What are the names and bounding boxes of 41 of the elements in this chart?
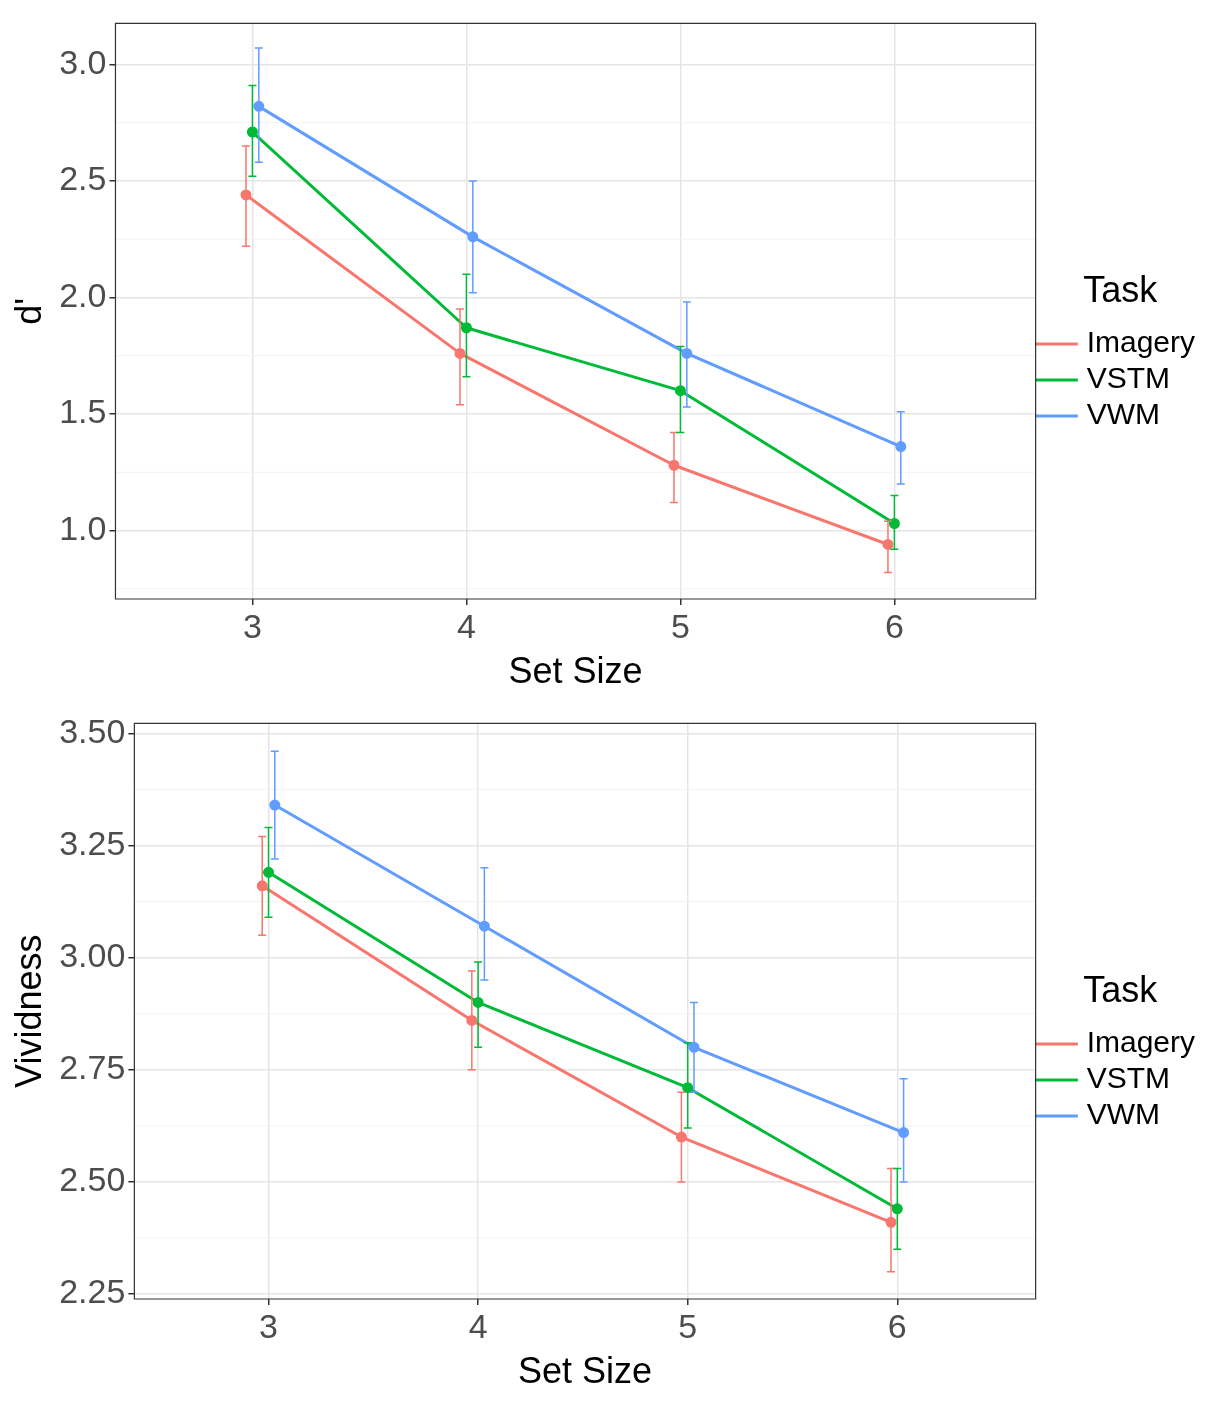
point <box>888 518 900 529</box>
x-tick-label: 3 <box>242 606 262 645</box>
x-tick-label: 3 <box>259 1306 278 1345</box>
x-tick-label: 4 <box>468 1306 488 1345</box>
y-axis-title: d' <box>7 297 49 325</box>
point <box>246 126 258 138</box>
point <box>478 920 490 932</box>
legend-title: Task <box>1083 968 1159 1010</box>
point <box>898 1127 910 1139</box>
y-tick-label: 2.75 <box>59 1048 126 1087</box>
point <box>891 1203 903 1215</box>
y-tick-label: 2.25 <box>59 1272 126 1311</box>
y-axis-title: Vividness <box>7 934 49 1088</box>
legend-label: Imagery <box>1086 325 1196 359</box>
y-tick-label: 1.5 <box>59 392 107 431</box>
x-axis-title: Set Size <box>508 650 643 692</box>
x-tick-label: 5 <box>678 1306 698 1345</box>
point <box>675 1131 687 1143</box>
legend-label: VSTM <box>1086 1061 1170 1095</box>
y-tick-label: 3.25 <box>59 823 126 862</box>
y-tick-label: 2.0 <box>59 275 107 314</box>
y-tick-label: 2.5 <box>59 159 107 198</box>
x-tick-label: 6 <box>887 1306 907 1345</box>
y-tick-label: 2.50 <box>59 1160 126 1199</box>
y-tick-label: 1.0 <box>59 508 107 547</box>
legend-label: VSTM <box>1086 361 1170 395</box>
x-tick-label: 4 <box>456 606 476 645</box>
y-tick-label: 3.00 <box>59 935 126 974</box>
point <box>674 385 686 397</box>
legend-label: VWM <box>1086 1097 1160 1131</box>
legend-title: Task <box>1083 268 1159 310</box>
x-axis-title: Set Size <box>517 1350 653 1392</box>
x-tick-label: 6 <box>884 606 904 645</box>
point <box>460 322 472 334</box>
x-tick-label: 5 <box>670 606 690 645</box>
y-tick-label: 3.0 <box>59 42 107 81</box>
point <box>263 866 275 878</box>
y-tick-label: 3.50 <box>59 711 126 750</box>
point <box>682 1082 694 1094</box>
legend-label: VWM <box>1086 397 1160 431</box>
legend-label: Imagery <box>1086 1025 1196 1059</box>
